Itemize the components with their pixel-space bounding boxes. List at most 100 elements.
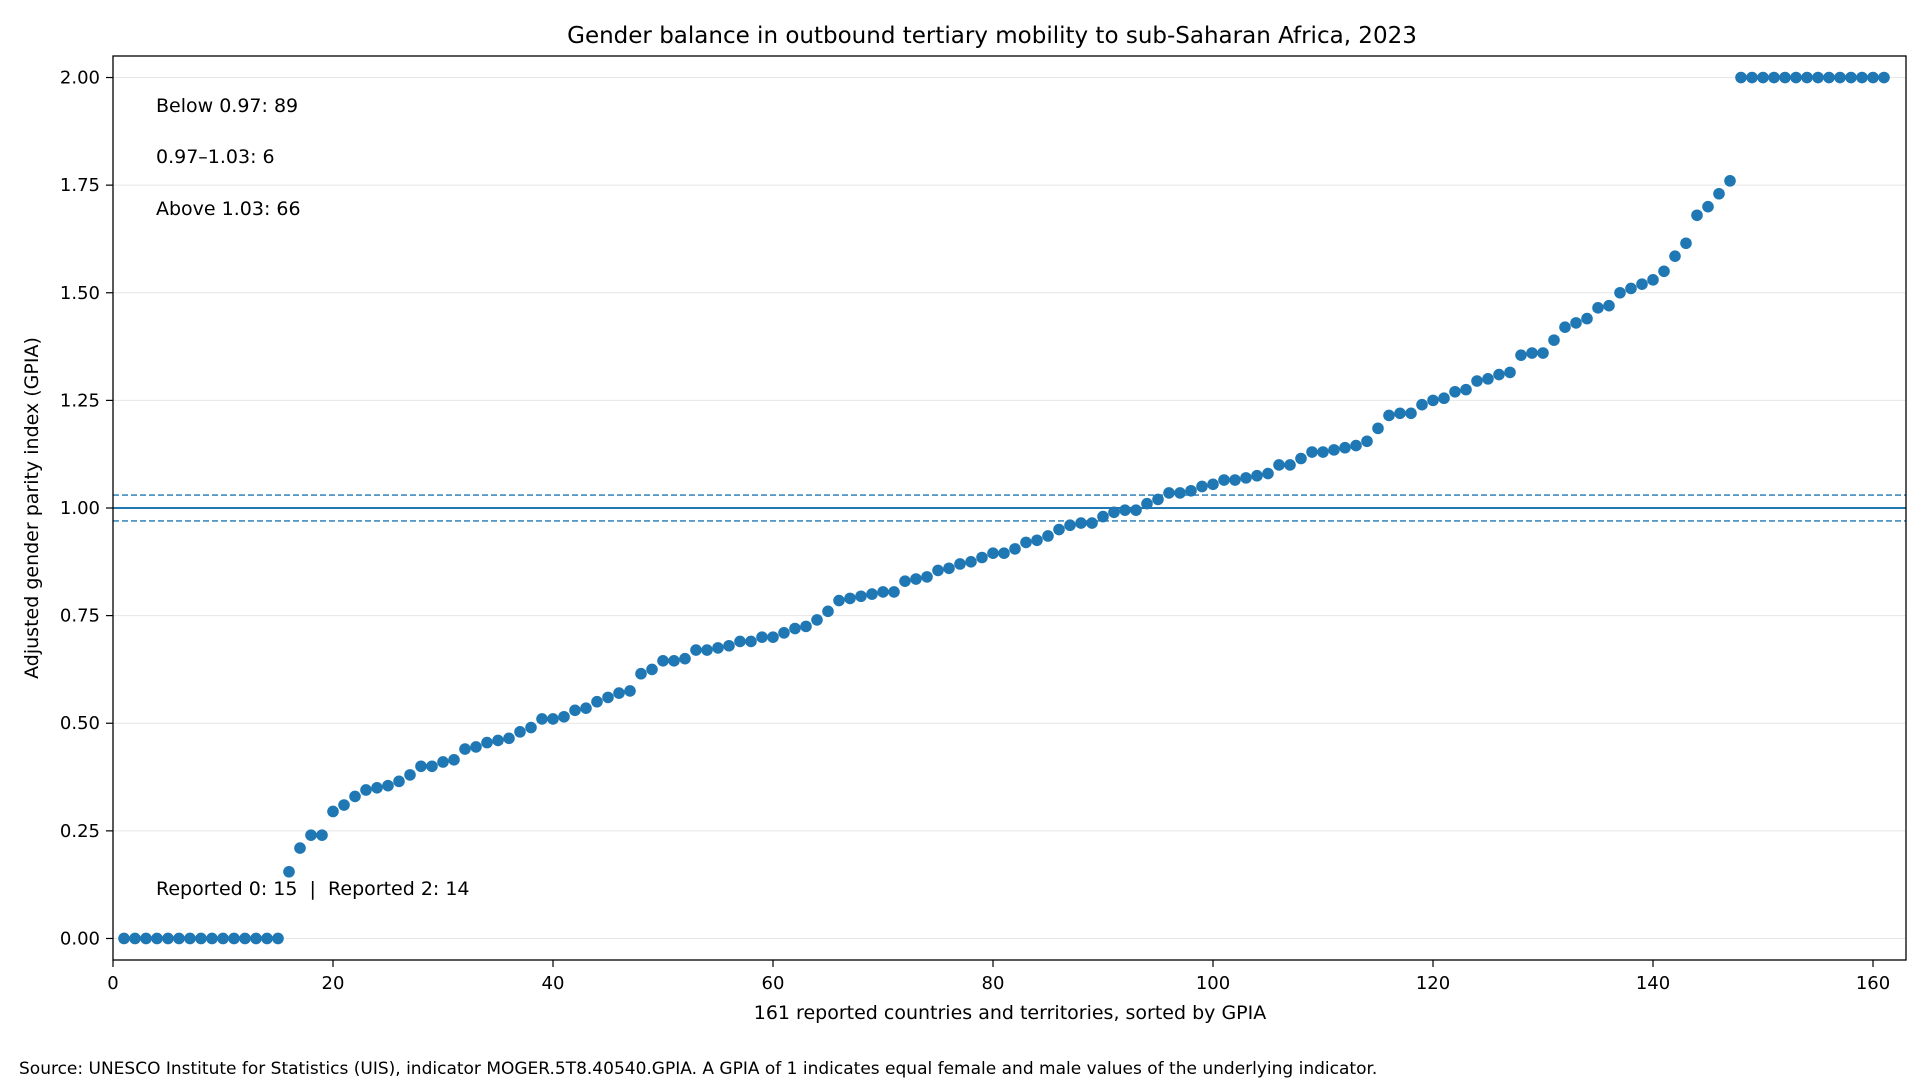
x-tick-label-0: 0 (107, 973, 118, 994)
data-point-79 (976, 551, 988, 564)
y-axis-ticks: 0.00 0.25 0.50 0.75 1.00 1.25 1.50 1.75 2.00 (60, 68, 113, 949)
data-point-111 (1328, 444, 1340, 456)
annotation-parity-count: 0.97–1.03: 6 (156, 146, 275, 168)
data-point-56 (723, 639, 735, 652)
data-point-8 (195, 932, 207, 945)
data-point-65 (822, 605, 834, 618)
data-point-153 (1790, 71, 1802, 84)
data-point-74 (921, 571, 933, 583)
data-point-58 (745, 635, 757, 648)
data-point-55 (712, 642, 724, 654)
data-point-83 (1020, 536, 1032, 549)
data-point-129 (1526, 347, 1538, 359)
data-point-17 (294, 842, 306, 854)
data-point-82 (1009, 543, 1021, 555)
data-point-10 (217, 932, 229, 945)
data-point-46 (613, 687, 625, 699)
data-point-160 (1867, 71, 1879, 84)
data-point-101 (1218, 474, 1230, 486)
data-point-59 (756, 631, 768, 643)
y-tick-label-6: 1.50 (60, 283, 100, 304)
data-point-64 (811, 614, 823, 626)
data-point-110 (1317, 446, 1329, 458)
data-point-3 (140, 932, 152, 945)
annotation-reported-extremes: Reported 0: 15 | Reported 2: 14 (156, 878, 470, 900)
data-point-161 (1878, 71, 1890, 84)
data-point-69 (866, 588, 878, 600)
data-point-35 (492, 734, 504, 747)
data-point-19 (316, 829, 328, 841)
data-point-112 (1339, 441, 1351, 454)
data-point-157 (1834, 71, 1846, 84)
data-point-20 (327, 805, 339, 818)
data-point-18 (305, 829, 317, 841)
data-point-26 (393, 775, 405, 788)
data-point-53 (690, 644, 702, 656)
annotation-below-count: Below 0.97: 89 (156, 95, 298, 117)
source-note: Source: UNESCO Institute for Statistics … (19, 1059, 1377, 1079)
data-point-70 (877, 586, 889, 598)
data-point-105 (1262, 467, 1274, 480)
data-point-140 (1647, 274, 1659, 286)
data-point-54 (701, 644, 713, 656)
x-tick-label-6: 120 (1416, 973, 1450, 994)
data-point-124 (1471, 375, 1483, 387)
data-point-135 (1592, 302, 1604, 314)
y-tick-label-2: 0.50 (60, 713, 100, 734)
data-point-88 (1075, 517, 1087, 529)
data-point-4 (151, 932, 163, 945)
data-point-120 (1427, 394, 1439, 407)
data-point-104 (1251, 469, 1263, 482)
data-point-37 (514, 726, 526, 738)
data-point-21 (338, 799, 350, 811)
x-axis-label: 161 reported countries and territories, … (754, 1002, 1266, 1024)
data-point-137 (1614, 286, 1626, 299)
data-point-39 (536, 713, 548, 725)
data-point-25 (382, 779, 394, 792)
data-point-132 (1559, 321, 1571, 334)
data-point-52 (679, 652, 691, 665)
data-point-141 (1658, 265, 1670, 278)
data-point-103 (1240, 472, 1252, 484)
annotation-above-count: Above 1.03: 66 (156, 198, 301, 220)
data-point-29 (426, 760, 438, 773)
data-point-92 (1119, 504, 1131, 516)
data-point-144 (1691, 209, 1703, 222)
data-point-107 (1284, 459, 1296, 471)
data-point-130 (1537, 347, 1549, 359)
data-point-113 (1350, 439, 1362, 452)
y-tick-label-1: 0.25 (60, 821, 100, 842)
data-point-6 (173, 932, 185, 945)
data-point-71 (888, 586, 900, 598)
data-point-158 (1845, 71, 1857, 84)
x-tick-label-3: 60 (762, 973, 785, 994)
x-tick-label-8: 160 (1856, 973, 1890, 994)
data-point-125 (1482, 373, 1494, 385)
data-point-76 (943, 562, 955, 575)
data-point-9 (206, 932, 218, 945)
data-point-24 (371, 782, 383, 794)
data-point-16 (283, 865, 295, 878)
data-point-87 (1064, 519, 1076, 532)
data-point-109 (1306, 446, 1318, 458)
reference-lines (113, 494, 1906, 522)
data-point-28 (415, 760, 427, 773)
data-point-68 (855, 590, 867, 603)
y-tick-label-5: 1.25 (60, 390, 100, 411)
data-point-89 (1086, 517, 1098, 529)
data-point-97 (1174, 487, 1186, 499)
data-point-86 (1053, 523, 1065, 536)
data-point-48 (635, 667, 647, 680)
data-point-131 (1548, 334, 1560, 346)
data-point-67 (844, 592, 856, 605)
x-tick-label-4: 80 (982, 973, 1005, 994)
data-point-63 (800, 620, 812, 633)
data-point-61 (778, 627, 790, 639)
data-point-143 (1680, 237, 1692, 250)
data-point-119 (1416, 398, 1428, 411)
data-point-106 (1273, 459, 1285, 471)
data-point-5 (162, 932, 174, 945)
data-point-7 (184, 932, 196, 945)
